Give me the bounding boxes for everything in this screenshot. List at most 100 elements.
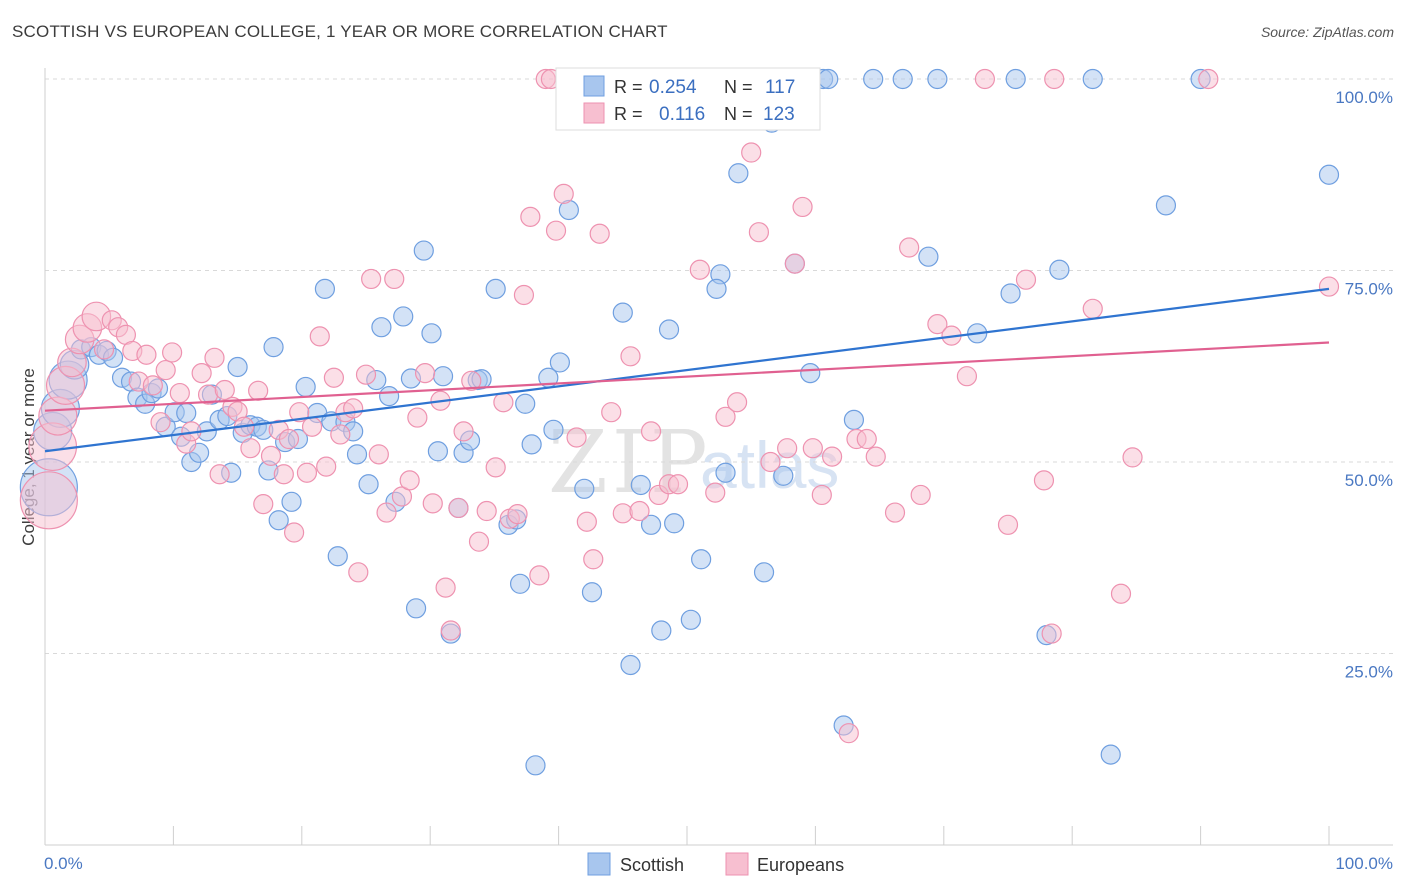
scottish-point-27 [227,356,248,378]
europeans-point-30 [240,438,261,459]
scottish-point-69 [521,434,542,455]
europeans-point-57 [422,493,443,514]
scottish-point-36 [281,491,302,512]
scottish-point-92 [753,562,775,583]
europeans-point-51 [376,502,397,523]
europeans-point-14 [136,344,157,365]
europeans-point-84 [629,500,650,522]
scottish-point-101 [863,68,884,90]
scottish-point-80 [630,474,651,496]
europeans-point-112 [956,366,978,387]
europeans-point-59 [435,577,456,598]
europeans-point-103 [838,723,859,744]
europeans-trend-line [44,341,1330,412]
legend-r-label-1: R = [614,77,643,97]
scottish-point-45 [346,444,368,465]
scottish-point-109 [1049,259,1070,280]
legend-n-label-1: N = [724,77,753,97]
legend-swatch-scottish [583,75,605,97]
scottish-point-67 [509,573,531,594]
legend-r-value-1: 0.254 [649,77,697,98]
europeans-point-53 [391,486,413,507]
europeans-point-79 [583,549,604,570]
scottish-point-112 [1155,195,1177,216]
europeans-point-76 [553,183,574,204]
scottish-point-46 [358,474,379,495]
europeans-point-71 [520,206,541,227]
europeans-point-48 [355,364,377,385]
scottish-point-55 [421,323,442,344]
scottish-point-42 [327,546,348,567]
scottish-point-98 [818,68,839,90]
europeans-point-97 [777,438,798,459]
y-tick-label-25: 25.0% [1345,663,1393,682]
europeans-point-120 [1110,583,1132,604]
scottish-point-72 [543,419,564,440]
europeans-point-96 [760,451,781,473]
scottish-point-53 [405,598,427,619]
europeans-point-35 [273,464,294,485]
legend-n-label-2: N = [724,104,753,124]
europeans-point-83 [620,346,641,367]
series-europeans-points [19,68,1340,744]
legend-bottom-label-scottish: Scottish [620,855,684,875]
europeans-point-114 [997,514,1019,535]
scottish-point-33 [263,337,284,358]
europeans-point-81 [601,402,622,423]
scottish-point-106 [1000,283,1021,304]
scottish-point-40 [314,278,336,299]
europeans-point-60 [440,620,461,641]
scottish-point-110 [1082,68,1103,90]
europeans-point-47 [348,562,369,583]
europeans-point-64 [468,531,490,552]
scottish-point-89 [715,462,736,483]
europeans-point-62 [453,421,474,442]
scottish-point-75 [574,478,595,499]
europeans-point-85 [640,421,662,442]
scottish-point-102 [892,68,913,90]
scottish-point-100 [843,409,865,430]
europeans-point-75 [545,220,567,241]
scottish-point-82 [651,620,672,641]
europeans-point-42 [316,456,337,477]
europeans-point-99 [792,196,813,218]
europeans-point-46 [343,398,364,419]
europeans-point-55 [407,407,428,428]
europeans-point-119 [1082,298,1103,319]
europeans-point-107 [884,502,906,523]
y-tick-label-75: 75.0% [1345,280,1393,299]
scottish-point-107 [1005,68,1026,90]
europeans-point-122 [1198,68,1219,90]
europeans-point-61 [448,497,469,519]
europeans-point-82 [612,503,633,524]
trend-lines [44,287,1330,453]
legend-r-label-2: R = [614,104,643,124]
legend-top: R = 0.254 N = 117 R = 0.116 N = 123 [555,67,821,131]
europeans-point-65 [476,500,497,522]
europeans-point-19 [169,382,190,404]
europeans-point-22 [191,363,212,384]
scottish-point-76 [581,582,603,603]
scottish-point-73 [549,352,570,373]
europeans-point-105 [856,428,877,450]
legend-n-value-1: 117 [765,77,795,98]
scottish-point-78 [612,302,633,323]
europeans-point-100 [802,438,823,459]
scottish-point-103 [918,246,939,267]
europeans-point-123 [1318,276,1340,297]
europeans-point-31 [248,380,269,401]
europeans-point-67 [493,392,514,413]
europeans-point-110 [927,314,948,335]
scottish-point-114 [1318,164,1340,185]
europeans-point-37 [283,522,305,543]
europeans-point-70 [513,284,535,306]
scottish-point-57 [432,366,454,387]
europeans-point-52 [384,268,405,290]
x-axis-ticks [172,826,1330,845]
europeans-point-17 [155,359,176,381]
europeans-point-39 [296,462,318,483]
europeans-point-118 [1044,68,1065,90]
europeans-point-108 [899,237,920,258]
europeans-point-44 [330,424,351,445]
